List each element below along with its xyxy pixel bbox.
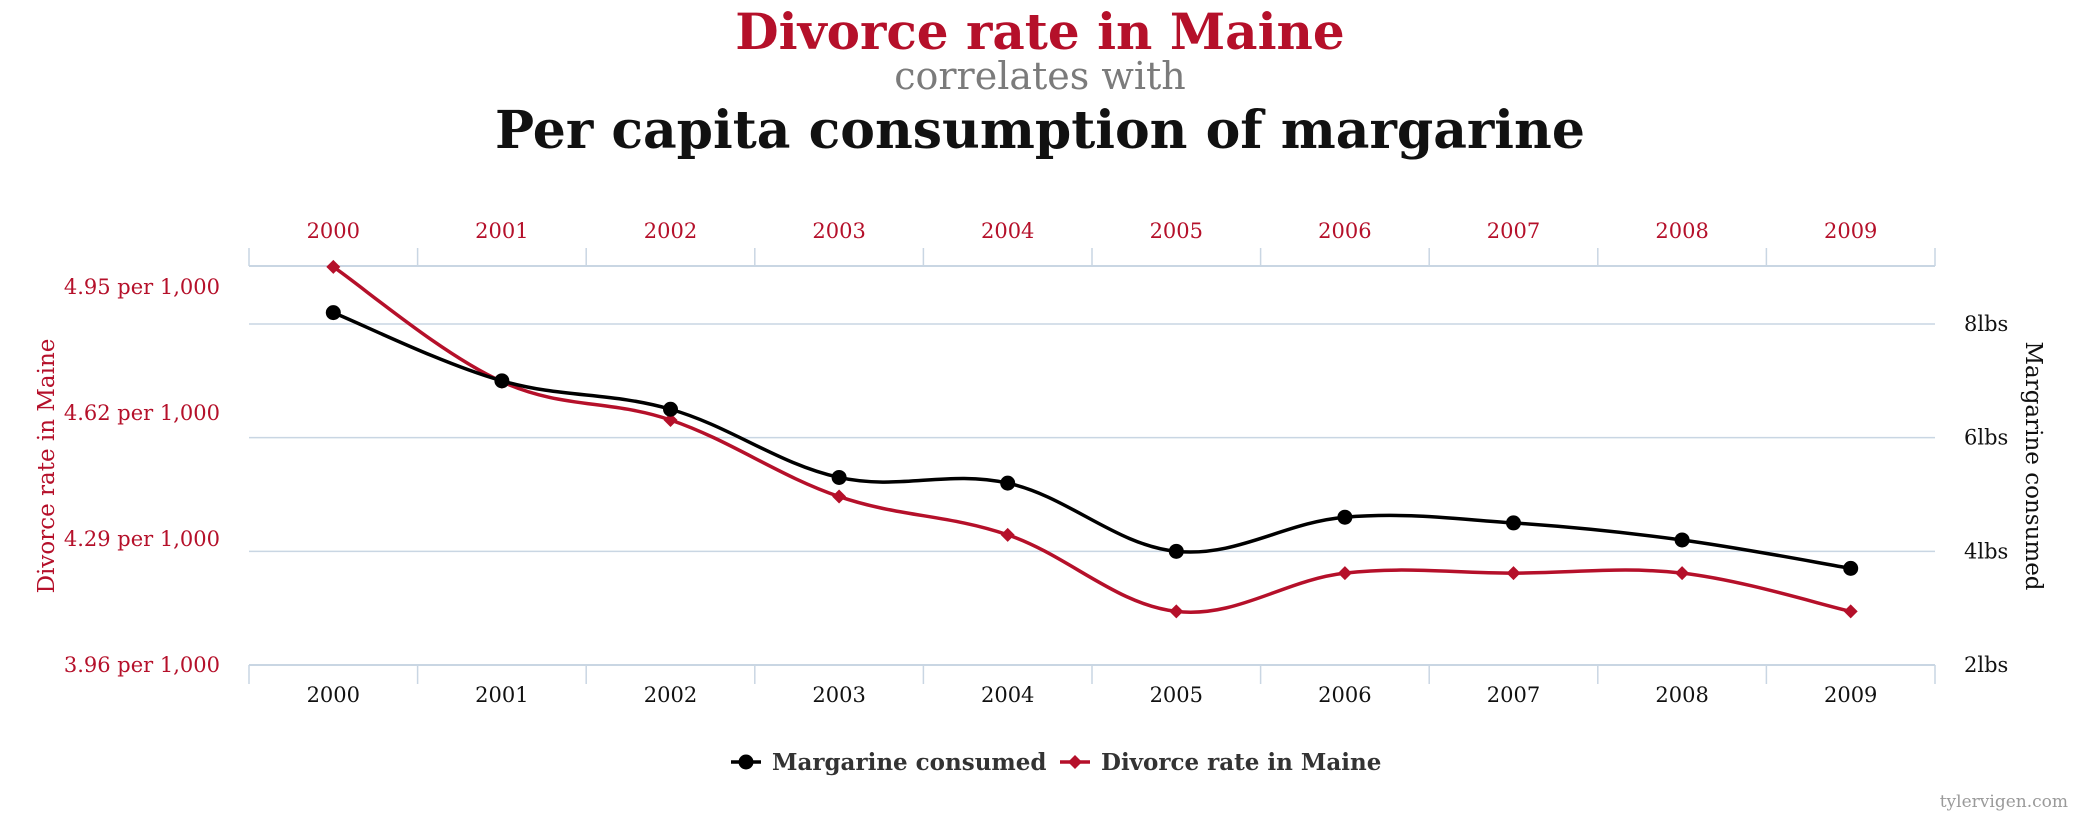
margarine-data-point: [1337, 509, 1353, 525]
margarine-data-point: [1843, 560, 1859, 576]
y-right-tick-label: 8lbs: [1964, 312, 2008, 336]
x-tick-label-top: 2004: [981, 219, 1034, 243]
x-tick-label-bottom: 2007: [1487, 683, 1540, 707]
x-tick-label-bottom: 2009: [1824, 683, 1877, 707]
x-tick-label-bottom: 2004: [981, 683, 1034, 707]
divorce-data-point: [1169, 604, 1184, 619]
x-tick-label-top: 2000: [307, 219, 360, 243]
x-tick-label-bottom: 2006: [1318, 683, 1371, 707]
margarine-data-point: [663, 401, 678, 417]
x-tick-label-bottom: 2003: [812, 683, 865, 707]
divorce-data-point: [1000, 527, 1015, 542]
divorce-data-point: [663, 412, 678, 427]
x-tick-label-top: 2008: [1655, 219, 1708, 243]
x-tick-label-top: 2009: [1824, 219, 1877, 243]
margarine-data-point: [325, 305, 341, 321]
y-right-tick-label: 4lbs: [1964, 539, 2008, 563]
legend-label-divorce: Divorce rate in Maine: [1101, 749, 1381, 776]
x-tick-label-top: 2001: [475, 219, 528, 243]
divorce-data-point: [832, 489, 847, 504]
margarine-data-point: [1506, 515, 1521, 531]
divorce-series-line: [332, 265, 1852, 614]
divorce-data-point: [1675, 566, 1690, 581]
divorce-data-point: [1506, 566, 1521, 581]
y-right-tick-label: 2lbs: [1964, 653, 2008, 677]
y-left-tick-label: 4.62 per 1,000: [64, 401, 220, 425]
chart-title-secondary: Per capita consumption of margarine: [495, 100, 1585, 161]
margarine-data-point: [1000, 475, 1016, 491]
y-left-axis-title: Divorce rate in Maine: [34, 339, 60, 594]
credit-text: tylervigen.com: [1939, 792, 2068, 812]
x-tick-label-bottom: 2008: [1655, 683, 1708, 707]
x-tick-label-bottom: 2000: [307, 683, 360, 707]
legend-label-margarine: Margarine consumed: [772, 749, 1046, 776]
y-left-tick-label: 3.96 per 1,000: [64, 653, 220, 677]
x-tick-label-bottom: 2002: [644, 683, 697, 707]
x-tick-label-top: 2003: [812, 219, 865, 243]
divorce-data-point: [1843, 604, 1858, 619]
margarine-data-point: [494, 373, 510, 389]
divorce-data-point: [326, 259, 341, 274]
x-tick-label-bottom: 2005: [1150, 683, 1203, 707]
chart-title-primary: Divorce rate in Maine: [735, 2, 1345, 61]
x-tick-label-top: 2005: [1150, 219, 1203, 243]
margarine-data-point: [1674, 532, 1690, 548]
y-right-tick-label: 6lbs: [1964, 426, 2008, 450]
y-left-tick-label: 4.29 per 1,000: [64, 527, 220, 551]
legend-marker-margarine: [738, 754, 754, 770]
y-right-axis-title: Margarine consumed: [2020, 341, 2046, 590]
margarine-data-point: [1168, 543, 1184, 559]
x-tick-label-top: 2002: [644, 219, 697, 243]
margarine-data-point: [831, 469, 847, 485]
x-tick-label-bottom: 2001: [475, 683, 528, 707]
chart-title-connector: correlates with: [894, 54, 1186, 98]
margarine-series-line: [332, 311, 1851, 571]
x-tick-label-top: 2007: [1487, 219, 1540, 243]
y-left-tick-label: 4.95 per 1,000: [64, 275, 220, 299]
x-tick-label-top: 2006: [1318, 219, 1371, 243]
legend-marker-divorce: [1068, 755, 1082, 769]
divorce-data-point: [1337, 566, 1352, 581]
